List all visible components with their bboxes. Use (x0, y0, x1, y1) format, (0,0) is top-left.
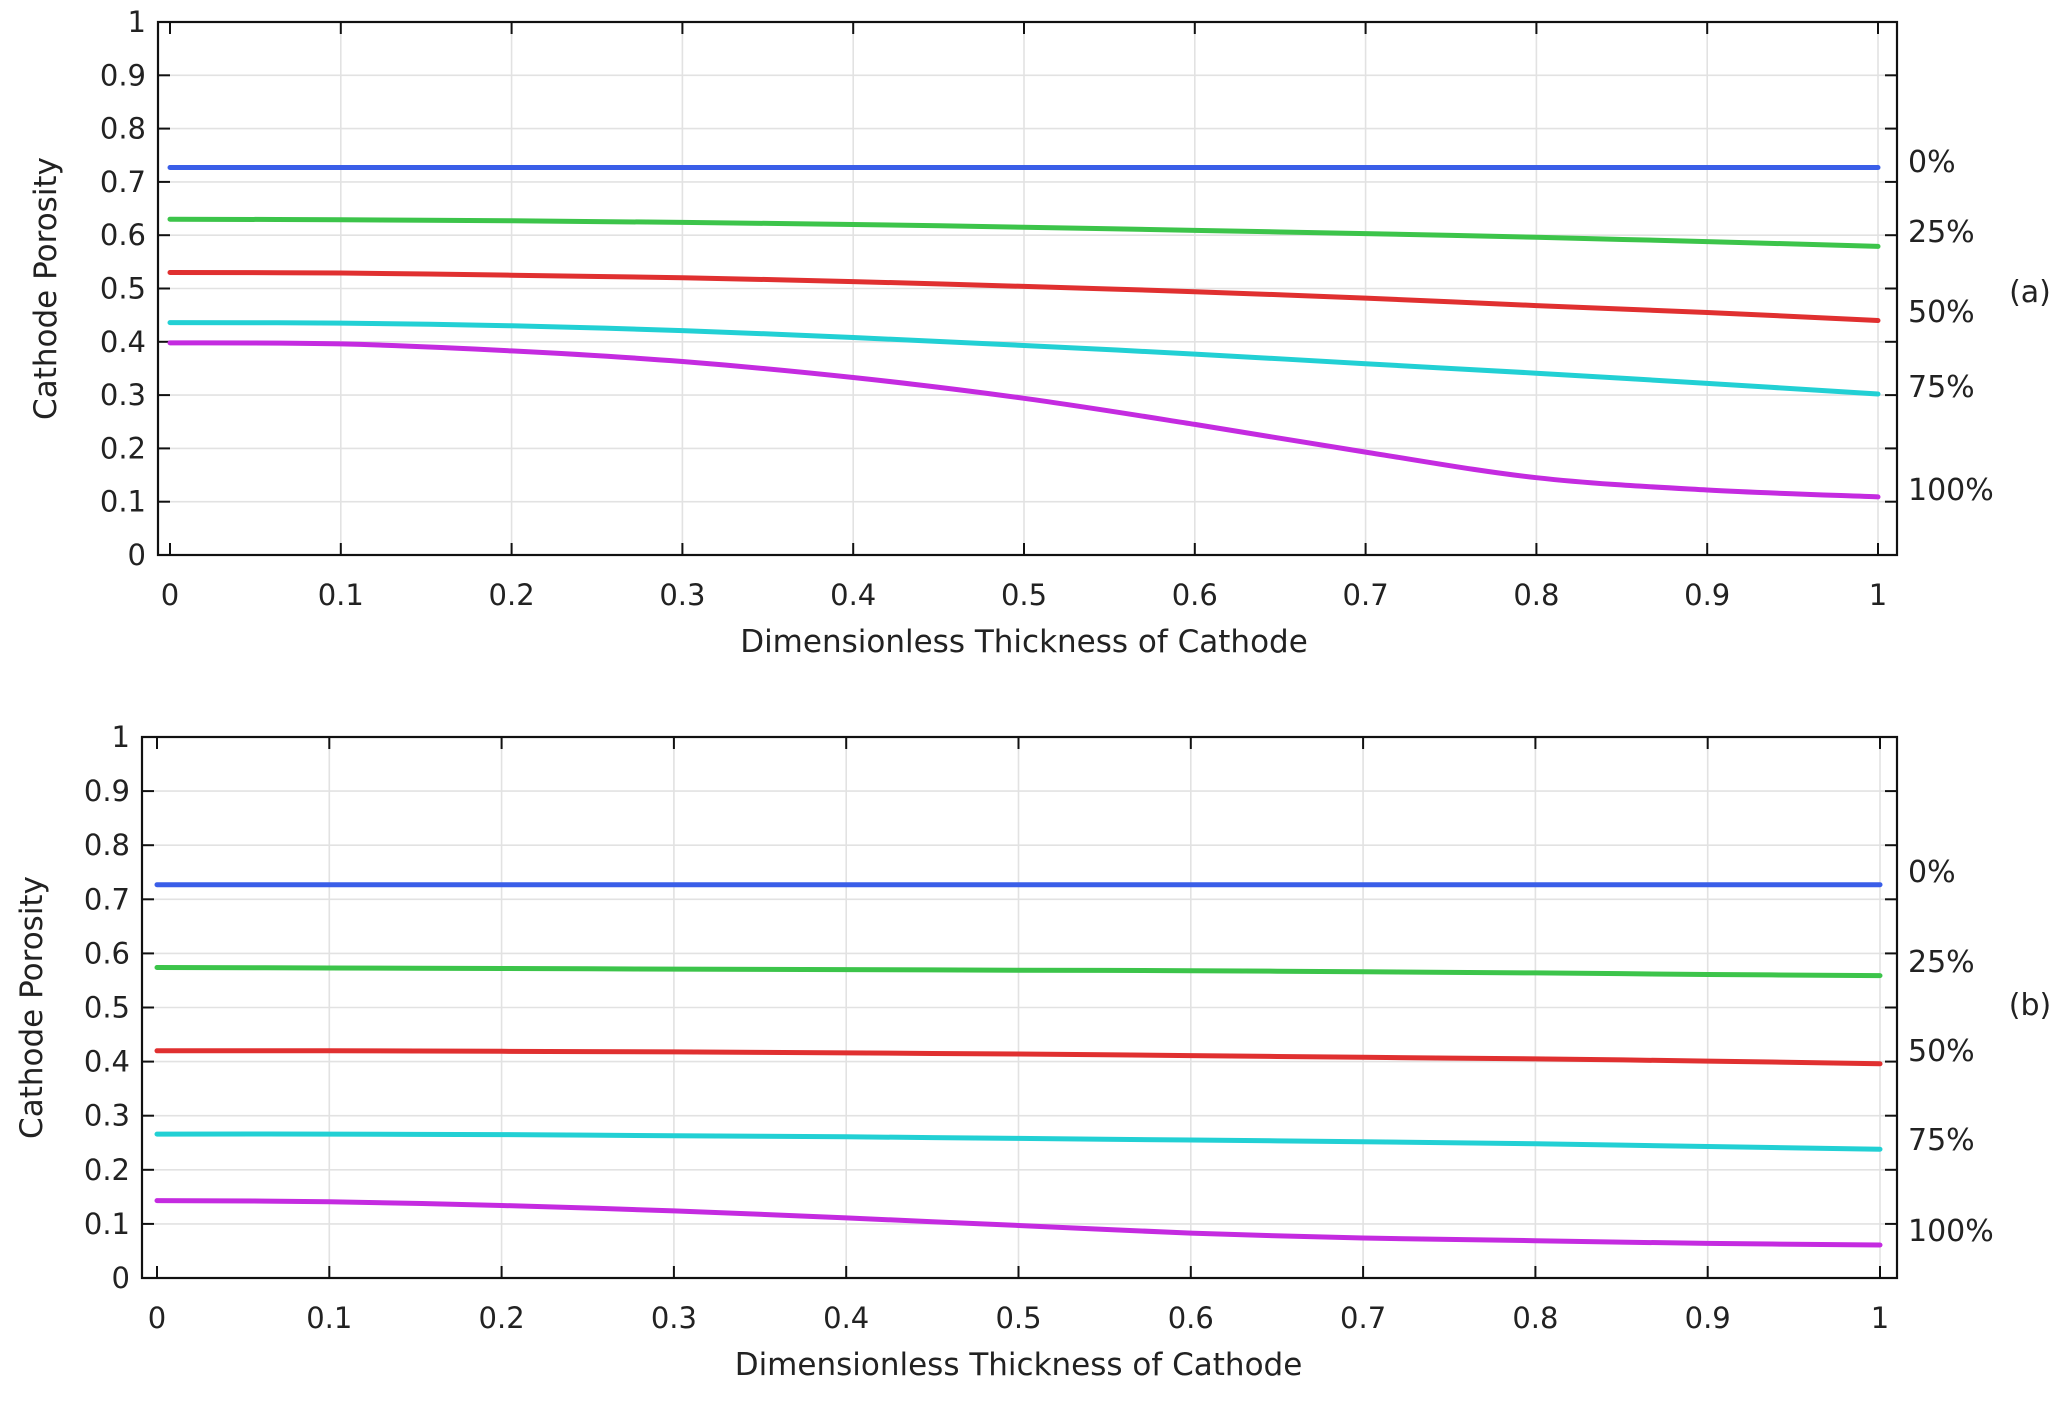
y-tick-label: 0 (128, 538, 146, 572)
x-tick-label: 0.1 (318, 578, 364, 612)
series-label: 25% (1908, 215, 1975, 250)
x-tick-label: 0.8 (1512, 1301, 1558, 1335)
series-label: 75% (1908, 370, 1975, 405)
chart-panel-a: 0 0.1 0.2 0.3 0.4 0.5 0.6 0.7 0.8 0.9 1 0 0.1 0.2 0.3 0… (28, 5, 2051, 660)
y-tick-label: 0.1 (100, 485, 146, 519)
y-tick-label: 0.2 (100, 431, 146, 465)
x-tick-label: 0.6 (1168, 1301, 1214, 1335)
series-label: 75% (1908, 1123, 1975, 1158)
panel-label: (a) (2009, 275, 2051, 310)
x-tick-label: 0 (161, 578, 179, 612)
y-tick-label: 0.7 (84, 882, 130, 916)
y-tick-label: 0.7 (100, 165, 146, 199)
x-tick-label: 0.5 (995, 1301, 1041, 1335)
series-label: 0% (1908, 145, 1956, 180)
y-tick-label: 0.2 (84, 1153, 130, 1187)
y-tick-label: 0.8 (100, 112, 146, 146)
x-tick-label: 0.2 (489, 578, 535, 612)
series-line-75pct (167, 320, 1881, 397)
x-tick-label: 0.7 (1340, 1301, 1386, 1335)
x-tick-label: 0.9 (1685, 1301, 1731, 1335)
series-line-100pct (154, 1198, 1883, 1248)
y-tick-label: 1 (128, 5, 146, 39)
x-tick-label: 0.1 (306, 1301, 352, 1335)
series-line-75pct (154, 1131, 1883, 1152)
panel-label: (b) (2009, 988, 2051, 1023)
x-tick-label: 1 (1869, 578, 1887, 612)
y-tick-label: 0.3 (84, 1099, 130, 1133)
y-tick-label: 0.6 (100, 218, 146, 252)
series-line-50pct (154, 1048, 1883, 1067)
series-line-100pct (167, 340, 1881, 500)
x-tick-label: 0.5 (1001, 578, 1047, 612)
series-line-25pct (154, 965, 1883, 979)
y-tick-label: 1 (112, 720, 130, 754)
y-axis-title: Cathode Porosity (28, 157, 64, 420)
chart-panel-b: 0 0.1 0.2 0.3 0.4 0.5 0.6 0.7 0.8 0.9 1 0 0.1 0.2 0.3 0… (14, 720, 2051, 1383)
x-tick-label: 0 (148, 1301, 166, 1335)
y-tick-label: 0 (112, 1261, 130, 1295)
y-tick-label: 0.4 (84, 1045, 130, 1079)
x-axis-title: Dimensionless Thickness of Cathode (735, 1347, 1303, 1383)
series-label: 100% (1908, 473, 1994, 508)
y-tick-label: 0.1 (84, 1207, 130, 1241)
series-label: 50% (1908, 1034, 1975, 1069)
x-tick-label: 0.7 (1343, 578, 1389, 612)
series-label: 25% (1908, 945, 1975, 980)
x-tick-label: 0.3 (659, 578, 705, 612)
x-tick-label: 0.9 (1684, 578, 1730, 612)
y-axis-title: Cathode Porosity (14, 876, 50, 1139)
y-tick-label: 0.6 (84, 936, 130, 970)
y-tick-label: 0.8 (84, 828, 130, 862)
x-tick-label: 1 (1871, 1301, 1889, 1335)
y-tick-label: 0.4 (100, 325, 146, 359)
y-tick-label: 0.9 (100, 58, 146, 92)
series-label: 0% (1908, 855, 1956, 890)
x-tick-label: 0.4 (823, 1301, 869, 1335)
x-tick-label: 0.6 (1172, 578, 1218, 612)
y-tick-label: 0.5 (84, 991, 130, 1025)
y-tick-label: 0.5 (100, 272, 146, 306)
x-tick-label: 0.4 (830, 578, 876, 612)
x-axis-title: Dimensionless Thickness of Cathode (740, 624, 1308, 660)
x-tick-label: 0.3 (651, 1301, 697, 1335)
series-label: 100% (1908, 1214, 1994, 1249)
y-tick-label: 0.9 (84, 774, 130, 808)
y-tick-label: 0.3 (100, 378, 146, 412)
x-tick-label: 0.2 (479, 1301, 525, 1335)
series-line-25pct (167, 216, 1881, 249)
series-line-50pct (167, 270, 1881, 323)
x-tick-label: 0.8 (1513, 578, 1559, 612)
series-label: 50% (1908, 295, 1975, 330)
